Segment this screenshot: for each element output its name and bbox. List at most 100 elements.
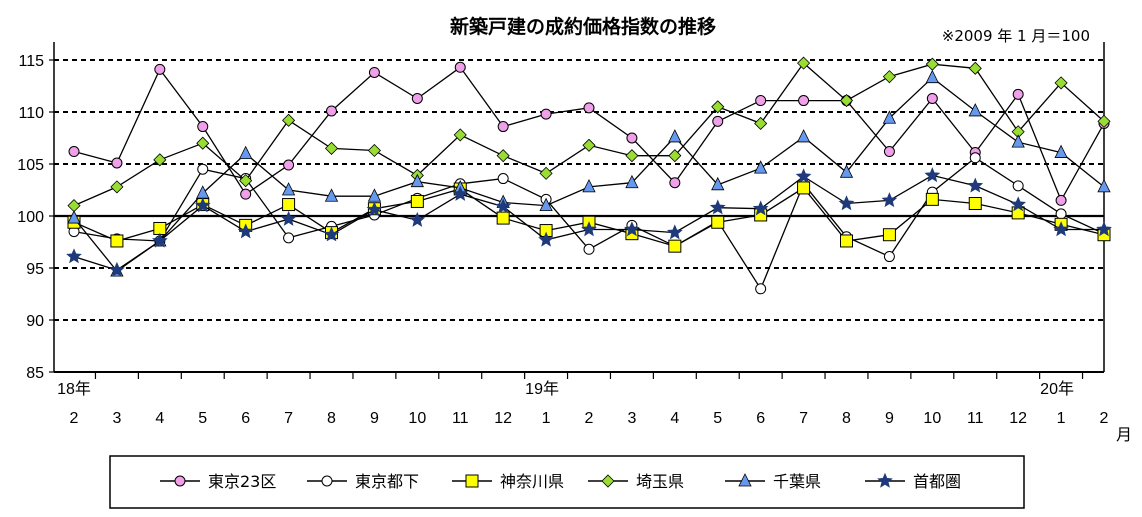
data-point <box>197 163 209 175</box>
x-tick-label: 1 <box>542 410 551 427</box>
legend-label: 東京23区 <box>208 472 276 491</box>
data-point <box>366 201 383 217</box>
data-point <box>795 168 812 184</box>
data-point <box>495 198 512 214</box>
data-point <box>368 66 380 78</box>
data-point <box>668 149 682 163</box>
data-point <box>583 102 595 114</box>
data-point <box>583 243 595 255</box>
data-point <box>926 92 938 104</box>
data-point <box>711 100 725 114</box>
data-point <box>239 145 253 160</box>
data-point <box>237 223 254 239</box>
data-point <box>838 195 855 211</box>
data-point <box>882 70 896 84</box>
y-tick-label: 85 <box>26 365 44 382</box>
data-point <box>538 231 554 247</box>
data-point <box>496 211 510 225</box>
x-tick-label: 12 <box>494 410 512 427</box>
data-point <box>1097 178 1111 193</box>
data-point <box>798 95 810 107</box>
data-point <box>668 129 682 143</box>
data-point <box>581 221 597 237</box>
grid <box>53 42 1105 373</box>
data-point <box>239 174 253 188</box>
x-tick-label: 8 <box>842 410 851 427</box>
data-point <box>755 283 767 295</box>
data-point <box>280 210 297 226</box>
data-point <box>882 228 896 242</box>
data-point <box>669 177 681 189</box>
y-tick-label: 90 <box>26 313 44 330</box>
data-point <box>1011 134 1025 148</box>
data-point <box>1012 88 1024 100</box>
chart-note: ※2009 年 1 月＝100 <box>942 27 1090 45</box>
data-point <box>240 188 252 200</box>
legend-label: 神奈川県 <box>500 472 564 491</box>
data-point <box>282 113 296 127</box>
data-point <box>625 149 639 163</box>
y-tick-label: 100 <box>17 209 44 226</box>
series-4 <box>67 56 1111 213</box>
legend-marker <box>321 475 333 487</box>
x-tick-label: 2 <box>585 410 594 427</box>
x-tick-label: 7 <box>799 410 808 427</box>
data-point <box>410 173 424 188</box>
data-point <box>709 199 726 215</box>
legend-label: 埼玉県 <box>636 472 684 491</box>
x-tick-label: 6 <box>756 410 765 427</box>
data-point <box>454 61 466 73</box>
data-point <box>1053 221 1069 237</box>
legend: 東京23区 東京都下 神奈川県 埼玉県 千葉県 首都圏 <box>109 455 1025 509</box>
data-point <box>1054 76 1068 90</box>
data-point <box>67 210 81 224</box>
data-point <box>67 199 81 213</box>
data-point <box>283 232 295 244</box>
data-point <box>367 188 382 202</box>
data-point <box>1054 144 1068 158</box>
data-point <box>582 178 596 193</box>
series-1 <box>68 61 1110 206</box>
data-point <box>797 181 811 195</box>
data-point <box>968 103 982 117</box>
data-point <box>453 128 467 142</box>
legend-box <box>109 455 1025 509</box>
y-tick-label: 95 <box>26 261 44 278</box>
data-point <box>197 121 209 133</box>
data-point <box>497 121 509 133</box>
data-point <box>111 157 123 169</box>
x-tick-label: 2 <box>1100 410 1109 427</box>
x-year-label: 20年 <box>1040 380 1074 398</box>
data-point <box>839 164 854 178</box>
data-point <box>967 177 984 193</box>
x-tick-label: 6 <box>241 410 250 427</box>
data-point <box>755 95 767 107</box>
data-point <box>323 226 340 242</box>
data-point <box>840 234 853 248</box>
x-tick-label: 10 <box>408 410 426 427</box>
x-tick-label: 5 <box>713 410 722 427</box>
data-point <box>409 211 426 227</box>
data-point <box>539 197 553 212</box>
x-tick-label: 5 <box>198 410 207 427</box>
data-point <box>497 173 509 185</box>
data-point <box>324 188 339 202</box>
legend-marker <box>877 472 893 488</box>
data-point <box>754 116 768 131</box>
data-point <box>582 138 596 152</box>
x-tick-label: 9 <box>885 410 894 427</box>
series-group <box>66 56 1112 295</box>
legend-label: 千葉県 <box>773 472 821 491</box>
data-point <box>712 115 724 127</box>
data-point <box>925 69 939 84</box>
data-point <box>1055 208 1067 220</box>
legend-marker <box>601 474 615 488</box>
x-unit-label: 月 <box>1116 427 1132 444</box>
data-point <box>666 224 683 240</box>
x-tick-label: 11 <box>967 410 984 427</box>
data-point <box>151 232 168 248</box>
x-tick-label: 3 <box>627 410 636 427</box>
y-tick-label: 110 <box>18 105 44 122</box>
chart-title: 新築戸建の成約価格指数の推移 <box>450 15 716 38</box>
